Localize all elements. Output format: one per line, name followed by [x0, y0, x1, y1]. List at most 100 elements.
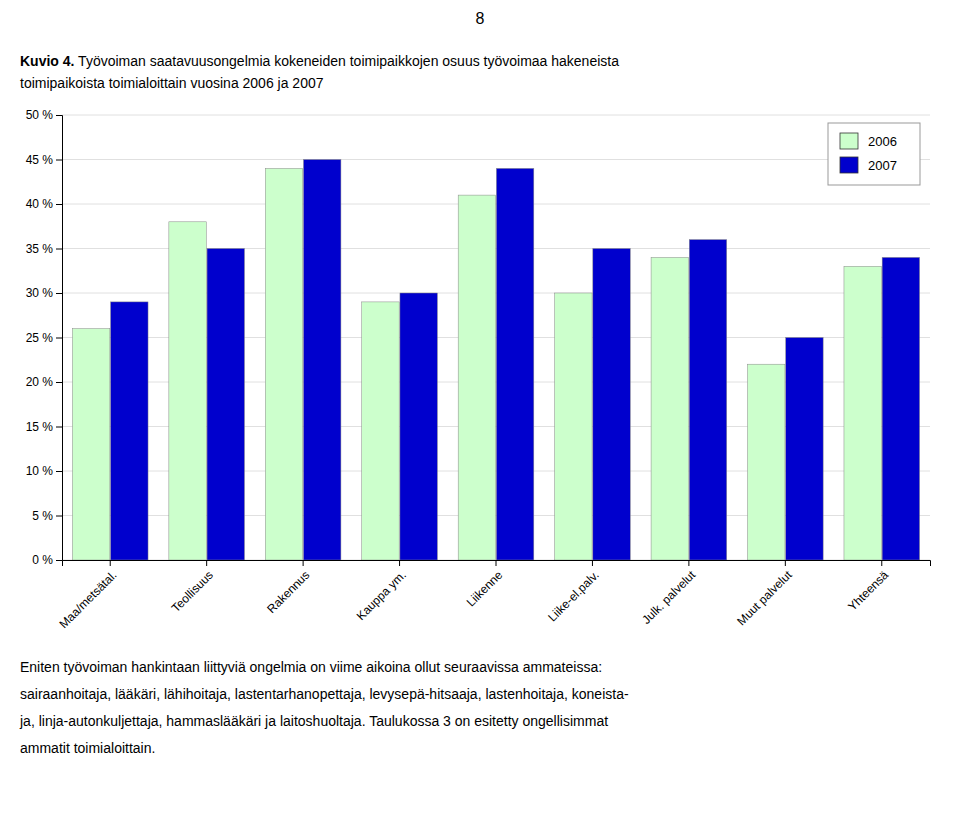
- tick-label: 20 %: [26, 375, 54, 389]
- tick: Liike-el.palv.: [545, 560, 601, 624]
- bar: [496, 168, 533, 560]
- tick-mark: [881, 560, 882, 566]
- tick-label: 40 %: [26, 197, 54, 211]
- tick: 40 %: [26, 197, 62, 211]
- tick-label: Kauppa ym.: [354, 568, 409, 623]
- bar: [169, 222, 206, 560]
- title: Kuvio 4. Työvoiman saatavuusongelmia kok…: [20, 53, 619, 69]
- tick-mark: [56, 382, 62, 383]
- tick-label: 50 %: [26, 108, 54, 122]
- bar: [786, 338, 823, 561]
- bar: [207, 249, 244, 561]
- legend-item: 2007: [840, 157, 897, 173]
- tick-mark: [56, 204, 62, 205]
- tick-label: Julk. palvelut: [639, 567, 698, 626]
- tick-label: 5 %: [32, 509, 53, 523]
- tick: 45 %: [26, 153, 62, 167]
- bar: [593, 249, 630, 561]
- bar: [689, 240, 726, 560]
- tick: Liikenne: [464, 560, 506, 609]
- tick: 20 %: [26, 375, 62, 389]
- series: [72, 168, 881, 560]
- axis-line: [56, 116, 63, 561]
- tick-mark: [56, 471, 62, 472]
- y-axis: 0 % 5 % 10 % 15 % 20 % 25 % 30 % 35 % 40 % 45 % 50…: [26, 108, 63, 567]
- tick-label: Rakennus: [264, 568, 312, 616]
- series: [111, 160, 920, 561]
- tick: Muut palvelut: [734, 560, 795, 628]
- tick-label: Muut palvelut: [734, 567, 795, 628]
- legend-label: 2006: [868, 134, 897, 149]
- tick: Maa/metsätal.: [56, 560, 119, 631]
- tick: Kauppa ym.: [354, 560, 409, 623]
- tick: 0 %: [32, 553, 62, 567]
- tick-mark: [785, 560, 786, 566]
- legend-swatch: [840, 133, 858, 149]
- tick-label: Maa/metsätal.: [56, 568, 119, 631]
- bar: [882, 257, 919, 560]
- tick-mark: [56, 427, 62, 428]
- axis-line: [63, 561, 931, 567]
- grid: [62, 115, 930, 560]
- chart: 8 Kuvio 4. Työvoiman saatavuusongelmia ko…: [0, 0, 960, 834]
- tick-label: 0 %: [32, 553, 53, 567]
- legend: 2006 2007: [828, 123, 920, 185]
- x-axis: Maa/metsätal. Teollisuus Rakennus Kauppa ym…: [56, 560, 930, 631]
- annotation: ja, linja-autonkuljettaja, hammaslääkäri…: [19, 713, 608, 729]
- tick-mark: [56, 160, 62, 161]
- bar: [362, 302, 399, 560]
- tick: 5 %: [32, 509, 62, 523]
- tick: Julk. palvelut: [639, 560, 698, 627]
- tick-label: 35 %: [26, 242, 54, 256]
- grid-line: [62, 204, 930, 205]
- bar: [844, 266, 881, 560]
- tick-mark: [206, 560, 207, 566]
- grid-line: [62, 159, 930, 160]
- annotation: Eniten työvoiman hankintaan liittyviä on…: [20, 659, 602, 675]
- grid-line: [62, 115, 930, 116]
- tick: 30 %: [26, 286, 62, 300]
- legend-frame: [828, 123, 920, 185]
- bars: [72, 160, 919, 561]
- bar: [303, 160, 340, 561]
- tick: Yhteensä: [845, 560, 891, 614]
- tick-label: 15 %: [26, 420, 54, 434]
- tick-label: Liike-el.palv.: [545, 568, 601, 624]
- tick-mark: [56, 249, 62, 250]
- tick: 15 %: [26, 420, 62, 434]
- bar: [111, 302, 148, 560]
- legend-label: 2007: [868, 158, 897, 173]
- bar: [748, 364, 785, 560]
- tick-mark: [56, 293, 62, 294]
- tick-label: 45 %: [26, 153, 54, 167]
- tick-label: Yhteensä: [845, 568, 891, 614]
- tick: 25 %: [26, 331, 62, 345]
- tick: Rakennus: [264, 560, 312, 616]
- annotation: ammatit toimialoittain.: [20, 740, 155, 756]
- bar: [72, 329, 109, 560]
- tick-label: Teollisuus: [169, 568, 216, 615]
- plot: 0 % 5 % 10 % 15 % 20 % 25 % 30 % 35 % 40 % 45 % 50…: [26, 108, 931, 631]
- tick-mark: [496, 560, 497, 566]
- tick-mark: [592, 560, 593, 566]
- tick-label: 10 %: [26, 464, 54, 478]
- tick-mark: [688, 560, 689, 566]
- tick-mark: [56, 115, 62, 116]
- legend-item: 2006: [840, 133, 897, 149]
- tick-label: Liikenne: [464, 568, 506, 610]
- tick: 10 %: [26, 464, 62, 478]
- tick: 35 %: [26, 242, 62, 256]
- page-number: 8: [476, 10, 485, 27]
- tick-mark: [56, 560, 62, 561]
- bar: [458, 195, 495, 560]
- tick-label: 25 %: [26, 331, 54, 345]
- bar: [400, 293, 437, 560]
- annotation: sairaanhoitaja, lääkäri, lähihoitaja, la…: [20, 686, 629, 702]
- tick-mark: [303, 560, 304, 566]
- subtitle: toimipaikoista toimialoittain vuosina 20…: [20, 75, 324, 91]
- legend-swatch: [840, 157, 858, 173]
- bar: [555, 293, 592, 560]
- tick-mark: [110, 560, 111, 566]
- tick-label: 30 %: [26, 286, 54, 300]
- tick: Teollisuus: [169, 560, 216, 615]
